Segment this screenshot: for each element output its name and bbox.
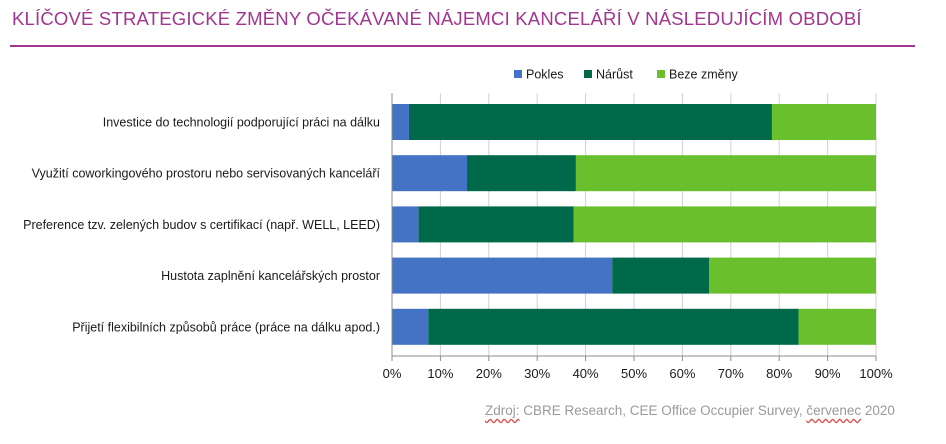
category-label: Preference tzv. zelených budov s certifi… xyxy=(23,218,380,232)
x-tick-label: 10% xyxy=(427,366,453,381)
bar-pokles-2 xyxy=(392,155,468,192)
x-tick-label: 40% xyxy=(573,366,599,381)
bar-pokles-1 xyxy=(392,104,409,140)
x-tick-label: 100% xyxy=(859,366,893,381)
chart-title: KLÍČOVÉ STRATEGICKÉ ZMĚNY OČEKÁVANÉ NÁJE… xyxy=(12,8,862,29)
x-tick-label: 60% xyxy=(669,366,695,381)
bar-pokles-3 xyxy=(392,206,419,243)
source-note: Zdroj: CBRE Research, CEE Office Occupie… xyxy=(485,403,895,418)
category-label: Přijetí flexibilních způsobů práce (prác… xyxy=(72,320,380,334)
legend-swatch-pokles xyxy=(514,70,522,78)
legend-label-narust: Nárůst xyxy=(596,68,633,82)
source-label: Zdroj: xyxy=(485,403,520,418)
bar-beze-zmeny-2 xyxy=(575,155,876,192)
bar-beze-zmeny-1 xyxy=(771,104,876,140)
source-text-b: 2020 xyxy=(861,403,895,418)
category-label: Hustota zaplnění kancelářských prostor xyxy=(161,269,380,283)
bar-narust-3 xyxy=(418,206,574,243)
bar-beze-zmeny-5 xyxy=(798,308,876,345)
bar-pokles-4 xyxy=(392,257,613,294)
bar-narust-1 xyxy=(408,104,772,140)
source-date-word: červenec xyxy=(806,403,862,418)
source-text-a: CBRE Research, CEE Office Occupier Surve… xyxy=(519,403,807,418)
bar-pokles-5 xyxy=(392,308,429,345)
x-tick-label: 30% xyxy=(524,366,550,381)
x-tick-label: 90% xyxy=(815,366,841,381)
x-tick-label: 20% xyxy=(476,366,502,381)
legend-swatch-beze-zmeny xyxy=(657,70,665,78)
legend-label-pokles: Pokles xyxy=(526,68,564,82)
x-tick-label: 0% xyxy=(383,366,402,381)
title-divider xyxy=(10,45,915,47)
bar-beze-zmeny-3 xyxy=(573,206,876,243)
bar-narust-2 xyxy=(467,155,576,192)
legend-label-beze-zmeny: Beze změny xyxy=(669,68,739,82)
category-label: Investice do technologií podporující prá… xyxy=(103,116,380,130)
x-tick-label: 70% xyxy=(718,366,744,381)
x-tick-label: 50% xyxy=(621,366,647,381)
bar-narust-5 xyxy=(428,308,799,345)
x-tick-label: 80% xyxy=(766,366,792,381)
category-label: Využití coworkingového prostoru nebo ser… xyxy=(32,167,381,181)
bar-beze-zmeny-4 xyxy=(709,257,876,294)
legend-swatch-narust xyxy=(584,70,592,78)
bar-narust-4 xyxy=(612,257,710,294)
